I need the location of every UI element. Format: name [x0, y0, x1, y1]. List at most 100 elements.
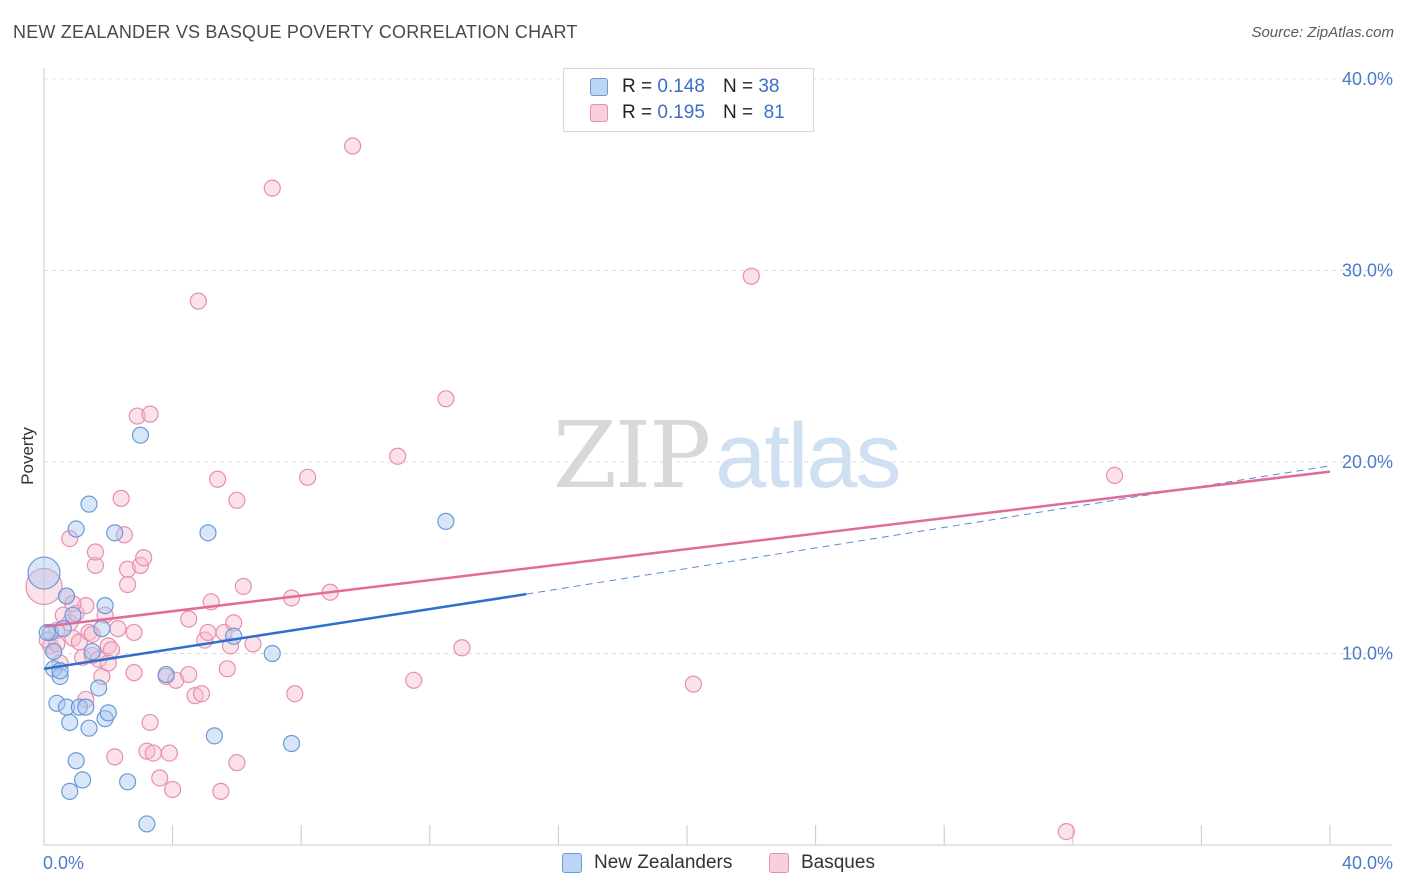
grid	[44, 78, 1392, 654]
y-axis-label: Poverty	[18, 427, 37, 485]
legend-row-basque: R = 0.195 N = 81	[590, 100, 785, 126]
basque-point	[192, 685, 211, 703]
nz-point	[106, 524, 124, 542]
nz-swatch	[590, 78, 608, 96]
basque-point	[141, 405, 159, 423]
basque-point	[186, 687, 204, 705]
legend-item-nz[interactable]: New Zealanders	[562, 852, 732, 874]
watermark-zip: ZIP	[553, 402, 711, 509]
basque-point	[125, 664, 143, 682]
legend-item-nz-label: New Zealanders	[594, 852, 733, 873]
nz-point	[80, 495, 98, 513]
basque-point	[77, 597, 95, 615]
nz-point	[138, 815, 156, 833]
nz-point	[61, 713, 79, 732]
nz-point	[64, 606, 82, 624]
nz-point	[83, 642, 101, 661]
nz-point	[73, 771, 92, 789]
basque-point	[189, 292, 207, 310]
basque-point	[1105, 466, 1124, 485]
basque-point	[299, 468, 317, 486]
basque-point	[83, 625, 101, 643]
legend-item-basque[interactable]: Basques	[769, 852, 875, 874]
x-tick-label: 40.0%	[1342, 853, 1393, 873]
nz-point	[77, 698, 95, 716]
basque-point	[86, 556, 105, 575]
x-tick-label: 0.0%	[43, 853, 84, 873]
basque-point	[106, 748, 124, 766]
nz-point	[90, 679, 108, 697]
y-tick-label: 30.0%	[1342, 261, 1393, 281]
basque-point	[180, 610, 198, 628]
watermark-atlas: atlas	[715, 405, 901, 507]
basque-point	[144, 744, 162, 762]
basque-point	[389, 447, 407, 465]
basque-point	[234, 577, 252, 596]
legend-item-basque-label: Basques	[801, 852, 875, 873]
nz-point	[48, 694, 66, 712]
nz-point	[45, 642, 63, 661]
basque-point	[135, 549, 153, 567]
basque-point	[405, 671, 423, 689]
nz-trend-line	[43, 592, 527, 671]
basque-point	[228, 754, 246, 772]
nz-point	[96, 597, 114, 615]
nz-point	[437, 512, 455, 530]
basque-trend-line	[43, 470, 1331, 628]
legend-nz-r-label: R =	[622, 76, 653, 97]
nz-point	[157, 665, 175, 684]
basque-point	[138, 742, 156, 760]
basque-point	[228, 491, 246, 509]
basque-point	[221, 637, 240, 655]
basque-point	[263, 179, 281, 197]
y-tick-label: 20.0%	[1342, 452, 1393, 472]
basque-point	[218, 660, 236, 678]
basque-point	[453, 639, 471, 657]
basque-point	[286, 685, 304, 703]
nz-point	[70, 698, 88, 716]
nz-point	[93, 620, 111, 638]
basque-point	[344, 137, 362, 155]
basque-point	[118, 560, 137, 578]
nz-point	[80, 719, 98, 737]
basque-point	[164, 780, 182, 799]
nz-points	[27, 426, 455, 833]
basque-point	[109, 620, 127, 638]
legend-basque-r-label: R =	[622, 102, 653, 123]
nz-point	[38, 623, 56, 642]
nz-point	[67, 752, 85, 770]
basque-point	[437, 390, 455, 408]
basque-point	[684, 675, 703, 693]
nz-point	[263, 644, 281, 663]
basque-point	[212, 782, 230, 800]
trend-lines	[43, 465, 1331, 671]
source-label: Source: ZipAtlas.com	[1251, 24, 1394, 41]
nz-point	[27, 556, 61, 590]
nz-point	[51, 667, 69, 686]
basque-point	[125, 623, 143, 642]
basque-point	[25, 567, 63, 606]
nz-point	[199, 524, 217, 542]
nz-point	[99, 704, 117, 722]
basque-point	[209, 470, 227, 488]
basque-point	[160, 744, 178, 762]
basque-point	[128, 407, 146, 425]
nz-legend-swatch	[562, 853, 582, 873]
basque-point	[151, 769, 169, 787]
nz-point	[118, 773, 137, 791]
basque-point	[86, 543, 105, 561]
axes	[43, 68, 1392, 846]
basque-legend-swatch	[769, 853, 789, 873]
basque-point	[180, 665, 198, 684]
nz-point	[131, 426, 150, 444]
basque-point	[118, 575, 137, 594]
basque-point	[141, 713, 159, 732]
legend-basque-n-label: N =	[722, 102, 754, 123]
nz-point	[225, 627, 243, 645]
legend-row-nz: R = 0.148 N = 38	[590, 74, 779, 100]
legend-basque-r-value: 0.195	[657, 102, 705, 123]
legend-basque-n-value: 81	[763, 102, 785, 123]
basque-points	[25, 137, 1124, 841]
series-legend: New Zealanders Basques	[0, 852, 1406, 880]
